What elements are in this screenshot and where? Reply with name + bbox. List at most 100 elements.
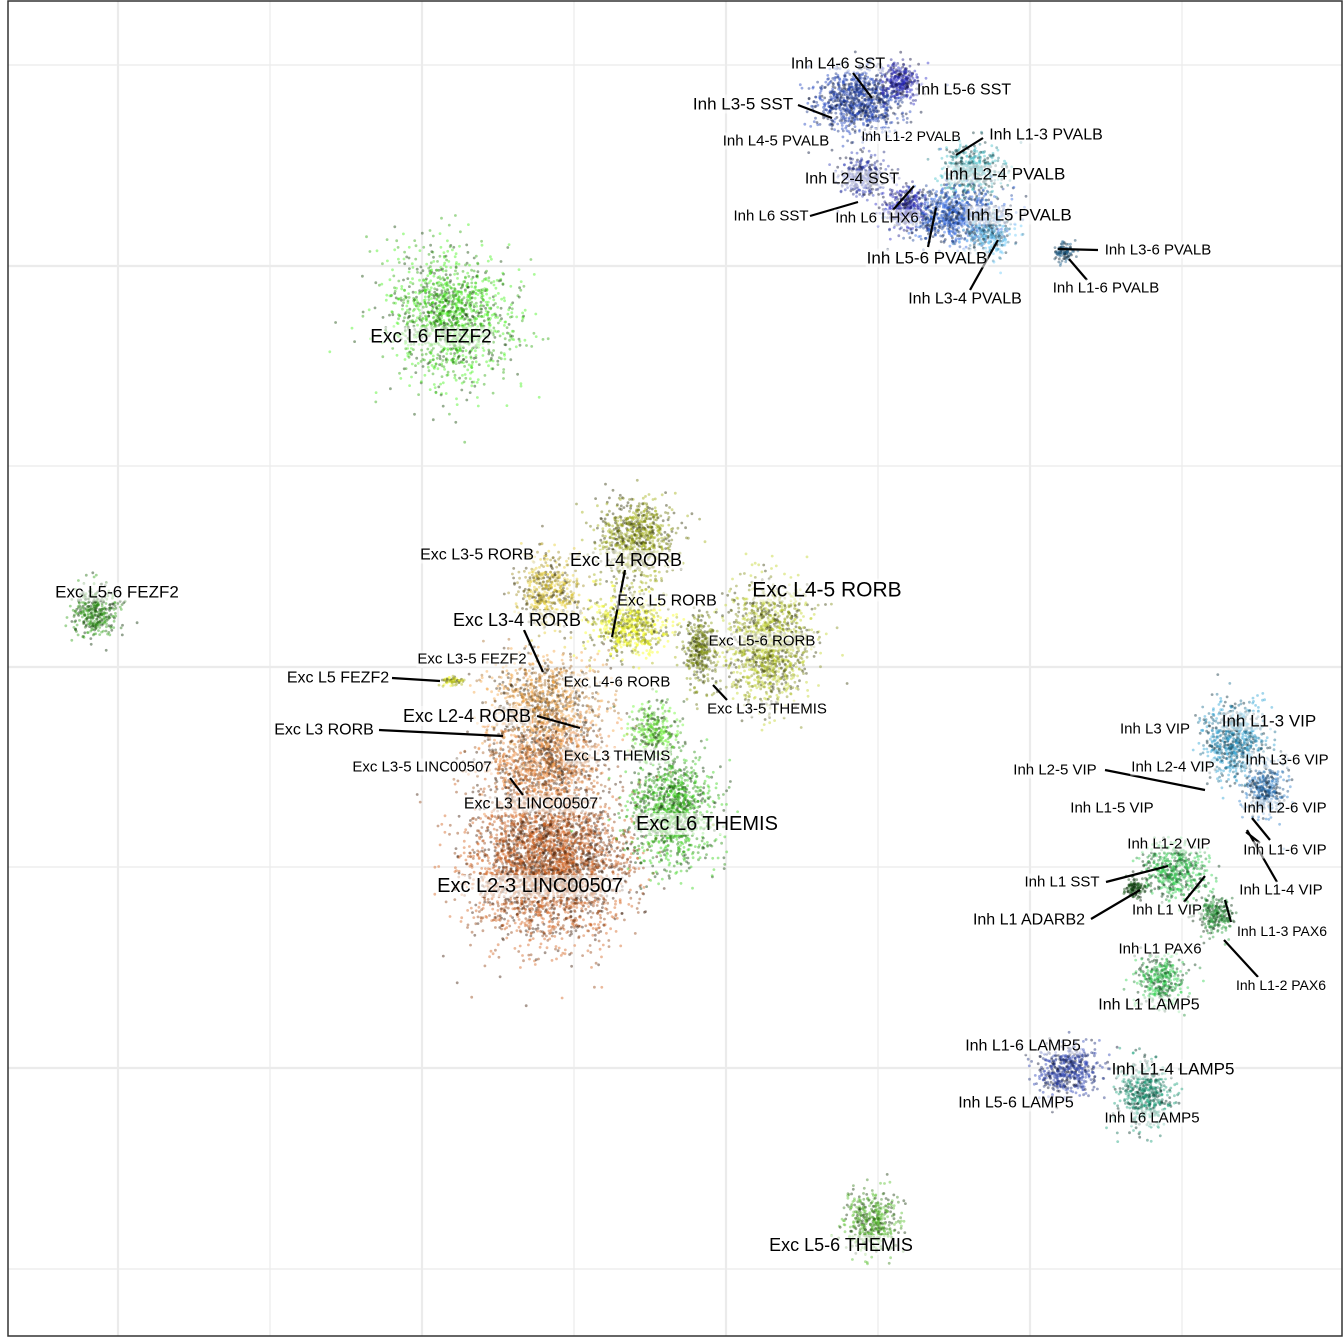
data-point (76, 633, 80, 637)
data-point (593, 933, 597, 937)
data-point (529, 910, 533, 914)
data-point (454, 266, 458, 270)
data-point (471, 911, 474, 914)
data-point (510, 931, 513, 934)
data-point (425, 282, 429, 286)
data-point (462, 311, 466, 315)
data-point (616, 765, 620, 768)
data-point (492, 280, 496, 283)
data-point (473, 323, 477, 327)
data-point (569, 930, 573, 933)
data-point (452, 360, 456, 364)
data-point (534, 927, 538, 931)
data-point (445, 284, 449, 288)
data-point (462, 280, 466, 283)
data-point (489, 788, 493, 792)
data-point (406, 316, 410, 320)
data-point (485, 269, 488, 273)
data-point (610, 865, 614, 869)
data-point (81, 635, 85, 639)
data-point (551, 898, 555, 901)
data-point (558, 899, 561, 902)
data-point (563, 908, 567, 911)
data-point (367, 308, 371, 312)
data-point (496, 305, 500, 309)
data-point (466, 831, 470, 835)
data-point (419, 265, 423, 269)
data-point (493, 820, 496, 824)
data-point (397, 257, 400, 261)
data-point (412, 301, 416, 304)
data-point (453, 286, 456, 290)
data-point (558, 932, 562, 935)
data-point (611, 896, 615, 900)
data-point (375, 249, 379, 253)
data-point (546, 903, 550, 907)
data-point (600, 955, 603, 959)
data-point (92, 633, 95, 637)
data-point (486, 259, 490, 263)
data-point (564, 910, 567, 914)
data-point (479, 787, 483, 791)
data-point (446, 370, 450, 374)
data-point (490, 815, 494, 818)
data-point (466, 909, 469, 912)
data-point (468, 263, 471, 267)
data-point (502, 352, 506, 355)
data-point (516, 372, 519, 376)
data-point (121, 623, 124, 627)
data-point (350, 326, 354, 330)
data-point (407, 245, 411, 249)
data-point (447, 223, 451, 227)
data-point (618, 898, 622, 902)
data-point (524, 929, 528, 933)
data-point (527, 828, 531, 832)
data-point (502, 907, 505, 911)
data-point (475, 381, 479, 384)
data-point (486, 300, 490, 304)
data-point (436, 314, 440, 317)
data-point (498, 975, 502, 979)
data-point (478, 901, 482, 905)
data-point (427, 290, 431, 294)
data-point (480, 239, 483, 243)
data-point (470, 930, 474, 934)
data-point (470, 296, 474, 300)
data-point (590, 966, 593, 969)
data-point (481, 288, 484, 291)
data-point (532, 273, 536, 276)
data-point (591, 927, 595, 930)
data-point (496, 900, 499, 904)
data-point (582, 848, 585, 852)
data-point (460, 360, 463, 364)
data-point (483, 841, 486, 845)
data-point (538, 830, 542, 834)
data-point (493, 849, 497, 853)
data-point (378, 283, 381, 287)
data-point (428, 271, 432, 275)
data-point (424, 352, 428, 356)
data-point (469, 303, 473, 307)
data-point (619, 849, 622, 852)
data-point (475, 275, 478, 278)
data-point (456, 779, 460, 783)
data-point (474, 285, 477, 289)
data-point (474, 818, 478, 821)
data-point (454, 304, 458, 308)
data-point (94, 573, 98, 577)
data-point (519, 853, 523, 856)
data-point (472, 303, 476, 306)
data-point (506, 852, 510, 855)
data-point (411, 277, 414, 281)
data-point (457, 814, 461, 818)
data-point (567, 817, 571, 821)
data-point (455, 297, 459, 301)
data-point (77, 606, 80, 610)
data-point (614, 912, 618, 916)
data-point (556, 923, 560, 927)
data-point (422, 279, 425, 283)
data-point (462, 361, 465, 364)
data-point (446, 276, 449, 280)
data-point (65, 616, 69, 619)
data-point (445, 352, 449, 356)
